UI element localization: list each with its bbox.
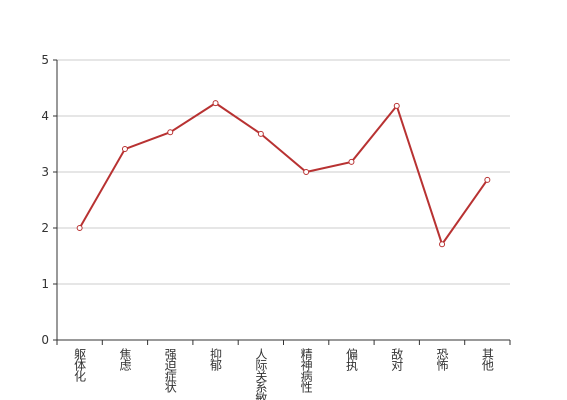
x-tick-label: 其他 [480, 348, 494, 371]
x-tick-label: 强迫症状 [163, 348, 177, 393]
y-tick-label: 0 [41, 333, 49, 347]
point [348, 158, 355, 165]
y-tick-label: 3 [41, 165, 49, 179]
point [212, 100, 219, 107]
x-tick-label: 抑郁 [209, 347, 223, 372]
x-tick-label: 敌对 [390, 347, 404, 371]
point [76, 225, 83, 231]
x-tick-label: 躯体化 [73, 347, 87, 383]
x-tick-label: 精神病性 [299, 348, 313, 394]
point [303, 169, 310, 175]
y-tick-label: 1 [41, 277, 49, 291]
x-tick-label: 焦虑 [118, 348, 132, 371]
point [257, 130, 264, 137]
point [393, 102, 400, 109]
point [121, 146, 128, 153]
point [484, 176, 491, 183]
y-tick-label: 4 [41, 109, 49, 123]
x-tick-label: 人际关系敏感 [254, 348, 268, 400]
point [439, 241, 446, 248]
point [167, 129, 174, 136]
x-tick-label: 偏执 [344, 347, 358, 372]
line [78, 101, 489, 247]
y-tick-label: 2 [41, 221, 49, 235]
x-tick-label: 恐怖 [435, 348, 449, 371]
y-tick-label: 5 [41, 53, 49, 67]
